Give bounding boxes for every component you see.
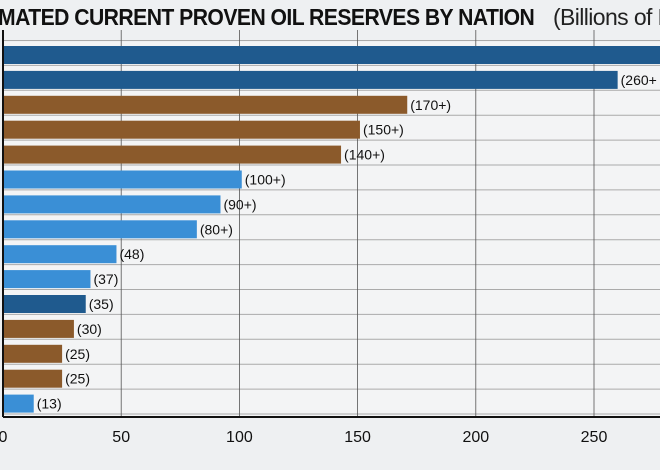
x-tick-label: 200 (462, 429, 489, 446)
x-tick-label: 50 (112, 429, 130, 446)
data-label: (140+) (344, 147, 385, 163)
chart-title: MATED CURRENT PROVEN OIL RESERVES BY NAT… (0, 4, 660, 31)
x-tick-label: 250 (581, 429, 608, 446)
title-text: MATED CURRENT PROVEN OIL RESERVES BY NAT… (0, 4, 535, 30)
data-label: (170+) (410, 97, 451, 113)
bar (3, 270, 91, 289)
bar (3, 319, 74, 338)
data-label: (260+ (621, 72, 657, 88)
bar (3, 220, 197, 239)
bar (3, 170, 242, 189)
data-label: (13) (37, 396, 62, 412)
subtitle-text: (Billions of B (552, 4, 660, 30)
data-label: (25) (65, 346, 90, 362)
data-label: (37) (93, 271, 118, 287)
bar (3, 95, 408, 114)
bar (3, 195, 221, 214)
bar (3, 245, 117, 264)
bar (3, 46, 660, 64)
bar (3, 344, 63, 363)
data-label: (25) (65, 371, 90, 387)
data-label: (35) (89, 296, 114, 312)
data-label: (100+) (245, 172, 286, 188)
bar (3, 145, 342, 164)
x-tick-label: 0 (0, 429, 8, 446)
data-label: (150+) (363, 122, 404, 138)
bar (3, 369, 63, 388)
x-tick-label: 100 (226, 429, 253, 446)
data-label: (80+) (200, 221, 233, 237)
data-label: (48) (119, 246, 144, 262)
bar (3, 394, 34, 413)
bar (3, 70, 618, 89)
bar (3, 120, 360, 139)
x-tick-label: 150 (344, 429, 371, 446)
data-label: (30) (77, 321, 102, 337)
bar (3, 295, 86, 313)
data-label: (90+) (223, 196, 256, 212)
